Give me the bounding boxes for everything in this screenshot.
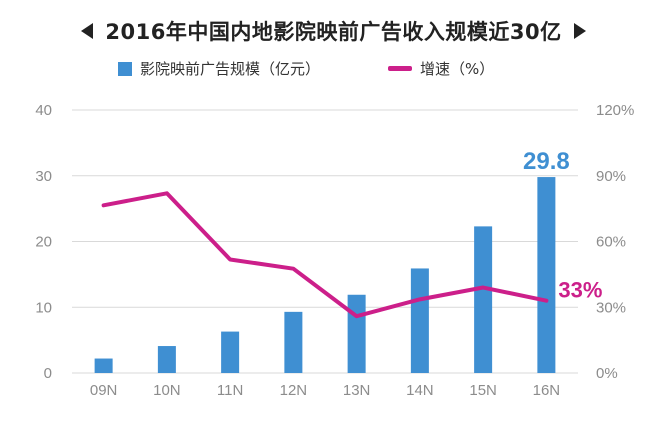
bar [537,177,556,373]
y-right-tick-label: 90% [596,168,626,185]
bar [284,311,303,373]
bar [221,331,240,373]
y-left-tick-label: 10 [35,299,52,316]
bar [474,226,493,373]
line-point [545,300,547,302]
legend-bar-swatch [118,61,132,76]
chart-legend: 影院映前广告规模（亿元） 增速（%） [0,58,667,82]
x-tick-label: 14N [406,382,434,399]
y-right-tick-label: 120% [596,102,634,119]
line-point [292,268,294,270]
x-tick-label: 16N [533,382,561,399]
growth-line [101,191,549,319]
x-tick-label: 11N [217,382,243,399]
y-right-tick-label: 60% [596,234,626,251]
x-tick-label: 09N [90,382,118,399]
right-triangle-icon [573,23,586,39]
y-left-tick-label: 40 [35,102,52,119]
legend-line-swatch [388,66,412,71]
bar-value-label: 29.8 [523,148,570,175]
legend-line-label: 增速（%） [420,60,495,78]
bar [94,358,113,373]
x-tick-label: 13N [343,382,371,399]
bar [347,294,366,373]
y-right-tick-label: 0% [596,365,618,382]
x-tick-label: 15N [469,382,497,399]
legend-item-bar: 影院映前广告规模（亿元） [118,58,320,79]
x-tick-label: 12N [280,382,308,399]
line-point [356,315,358,317]
chart-title: 2016年中国内地影院映前广告收入规模近30亿 [105,20,562,44]
y-right-tick-label: 30% [596,299,626,316]
legend-item-line: 增速（%） [388,58,494,79]
line-point [229,258,231,260]
bar [410,268,429,373]
chart-title-row: 2016年中国内地影院映前广告收入规模近30亿 [0,14,667,48]
line-value-label: 33% [558,278,602,303]
y-left-tick-label: 30 [35,168,52,185]
legend-bar-label: 影院映前广告规模（亿元） [140,60,321,78]
left-triangle-icon [81,23,94,39]
bar [157,346,176,373]
line-point [419,298,421,300]
line-point [482,287,484,289]
line-point [166,192,168,194]
x-tick-label: 10N [153,382,181,399]
y-left-tick-label: 20 [35,234,52,251]
y-left-tick-label: 0 [44,365,52,382]
line-point [103,204,105,206]
